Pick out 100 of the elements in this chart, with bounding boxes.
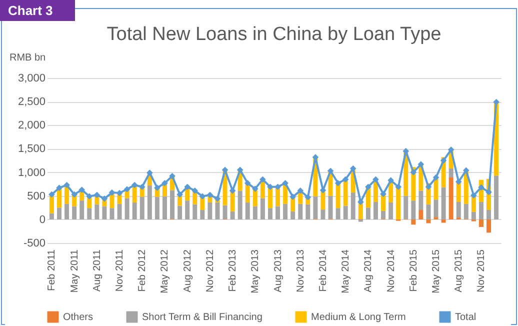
bar — [238, 190, 242, 220]
point — [267, 184, 274, 190]
x-tick-label: Feb 2012 — [137, 249, 148, 292]
bar — [343, 206, 348, 220]
point — [388, 177, 394, 184]
bar — [283, 204, 288, 220]
x-tick-label: Nov 2015 — [476, 249, 488, 292]
point — [342, 176, 349, 183]
point — [244, 180, 251, 186]
chart-title: Total New Loans in China by Loan Type — [106, 24, 442, 45]
legend-label: Short Term & Bill Financing — [142, 312, 262, 323]
y-tick-label: 1,000 — [18, 166, 46, 179]
bar — [404, 196, 408, 219]
bar — [185, 200, 190, 220]
x-tick-label: Feb 2011 — [46, 249, 58, 292]
bar — [426, 204, 431, 220]
x-tick-label: Nov 2014 — [386, 249, 397, 292]
bar — [64, 204, 70, 220]
point — [380, 190, 386, 198]
y-tick-label: -500 — [23, 238, 46, 250]
point — [260, 176, 266, 183]
bar — [320, 210, 326, 220]
bar — [358, 219, 363, 222]
point — [334, 180, 342, 186]
point — [116, 190, 123, 196]
point — [94, 192, 100, 198]
bar — [343, 179, 348, 206]
point — [236, 166, 244, 174]
bar — [411, 200, 416, 220]
y-tick-label: 500 — [27, 190, 46, 202]
y-tick-label: 1,500 — [18, 143, 46, 156]
bar — [110, 208, 114, 220]
x-tick-label: May 2011 — [69, 249, 80, 293]
bar — [276, 206, 280, 220]
x-tick-label: May 2012 — [160, 249, 171, 294]
bar — [170, 190, 175, 219]
point — [432, 174, 440, 181]
point — [252, 186, 258, 192]
bar — [478, 219, 484, 227]
point — [274, 184, 281, 190]
bar — [140, 196, 144, 220]
bar — [306, 204, 310, 220]
point — [162, 180, 168, 186]
bar — [192, 204, 198, 220]
point — [350, 165, 356, 172]
bar — [208, 202, 212, 220]
point — [425, 184, 432, 190]
point — [124, 186, 130, 192]
x-tick-label: Aug 2011 — [92, 249, 103, 292]
x-tick-label: Nov 2013 — [295, 249, 306, 292]
bar — [154, 196, 160, 220]
bar — [388, 202, 394, 220]
bar — [290, 211, 296, 220]
point — [169, 172, 176, 180]
bar — [486, 210, 492, 220]
point — [138, 184, 146, 190]
point — [470, 192, 477, 199]
point — [78, 186, 86, 193]
bar — [268, 186, 272, 208]
point — [418, 161, 424, 168]
x-tick-label: May 2015 — [431, 249, 442, 294]
point — [176, 191, 183, 198]
point — [478, 184, 484, 191]
x-tick-label: Feb 2015 — [408, 249, 420, 292]
point — [372, 176, 379, 183]
point — [86, 193, 93, 200]
x-tick-label: Feb 2014 — [318, 249, 329, 292]
bar — [49, 194, 54, 214]
bar — [434, 200, 438, 218]
bar — [245, 202, 250, 220]
point — [327, 168, 334, 174]
x-tick-label: Nov 2012 — [204, 249, 216, 292]
point — [304, 194, 312, 200]
point — [214, 196, 221, 202]
point — [410, 169, 417, 176]
bar — [260, 198, 265, 220]
point — [455, 178, 462, 185]
bar — [117, 204, 122, 220]
x-tick-label: Aug 2013 — [272, 249, 284, 292]
x-tick-label: May 2014 — [340, 249, 352, 294]
point — [192, 188, 198, 194]
bar — [72, 206, 77, 220]
point — [108, 189, 116, 196]
bar — [94, 204, 100, 220]
point — [184, 184, 191, 190]
point — [56, 184, 62, 192]
point — [486, 188, 492, 196]
point — [64, 182, 70, 188]
legend-label: Total — [455, 312, 476, 323]
y-tick-label: 0 — [39, 214, 46, 226]
bar — [230, 190, 235, 212]
x-tick-label: Nov 2011 — [114, 249, 126, 292]
bar — [448, 177, 454, 220]
point — [131, 182, 138, 188]
point — [48, 191, 55, 198]
bar — [441, 219, 446, 223]
x-tick-label: Aug 2012 — [182, 249, 194, 292]
bar — [336, 183, 340, 208]
point — [395, 184, 402, 190]
bar — [418, 190, 424, 210]
